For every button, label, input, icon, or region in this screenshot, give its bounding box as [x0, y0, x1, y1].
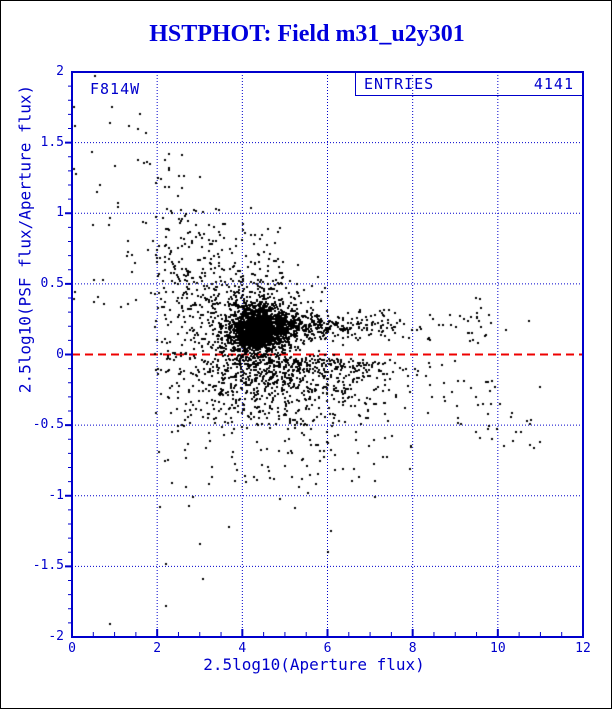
entries-value: 4141	[533, 75, 574, 93]
entries-box: ENTRIES 4141	[355, 72, 583, 96]
y-tick-label: -1.5	[32, 558, 64, 574]
y-tick-label: 1.5	[40, 134, 64, 150]
y-tick-label: -1	[48, 487, 64, 503]
x-tick-label: 2	[153, 641, 162, 656]
y-tick-label: 0.5	[40, 275, 64, 291]
y-tick-label: -0.5	[32, 417, 64, 433]
x-tick-label: 8	[408, 641, 417, 656]
y-tick-label: 0	[56, 346, 64, 362]
y-tick-label: 2	[56, 64, 64, 79]
x-tick-label: 12	[575, 641, 591, 656]
x-tick-label: 6	[323, 641, 332, 656]
entries-label: ENTRIES	[364, 75, 435, 93]
y-tick-label: -2	[48, 629, 64, 644]
x-tick-label: 0	[68, 641, 76, 656]
x-axis-title: 2.5log10(Aperture flux)	[203, 655, 425, 674]
x-tick-label: 4	[238, 641, 247, 656]
filter-label: F814W	[90, 80, 141, 98]
y-tick-label: 1	[56, 205, 64, 221]
x-tick-label: 10	[490, 641, 506, 656]
